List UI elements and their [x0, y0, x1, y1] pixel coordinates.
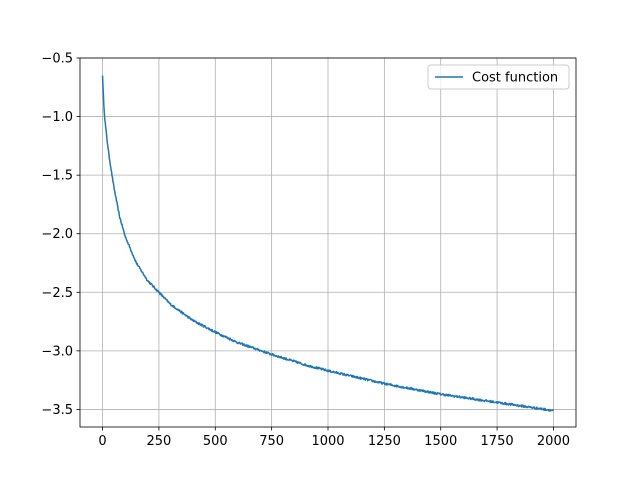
series-line-cost-function [101, 75, 555, 412]
grid-lines [80, 57, 576, 427]
x-tick-label: 1750 [481, 434, 514, 449]
x-tick-label: 500 [203, 434, 228, 449]
x-tick-label: 750 [259, 434, 284, 449]
y-axis: −3.5 −3.0 −2.5 −2.0 −1.5 −1.0 −0.5 [41, 52, 80, 418]
legend: Cost function [427, 64, 570, 90]
legend-box [427, 64, 570, 90]
y-tick-label: −0.5 [41, 52, 73, 67]
y-tick-label: −2.0 [41, 227, 73, 242]
x-axis: 0 250 500 750 1000 1250 1500 1750 2000 [98, 427, 570, 449]
x-tick-label: 250 [146, 434, 171, 449]
y-tick-label: −2.5 [41, 286, 73, 301]
x-tick-label: 1250 [368, 434, 401, 449]
x-tick-label: 2000 [537, 434, 570, 449]
x-tick-label: 1500 [424, 434, 457, 449]
y-tick-label: −1.0 [41, 110, 73, 125]
x-tick-label: 0 [98, 434, 106, 449]
y-tick-label: −1.5 [41, 169, 73, 184]
x-tick-label: 1000 [311, 434, 344, 449]
series-layer [101, 75, 555, 412]
legend-label: Cost function [472, 71, 558, 86]
y-tick-label: −3.5 [41, 403, 73, 418]
y-tick-label: −3.0 [41, 344, 73, 359]
